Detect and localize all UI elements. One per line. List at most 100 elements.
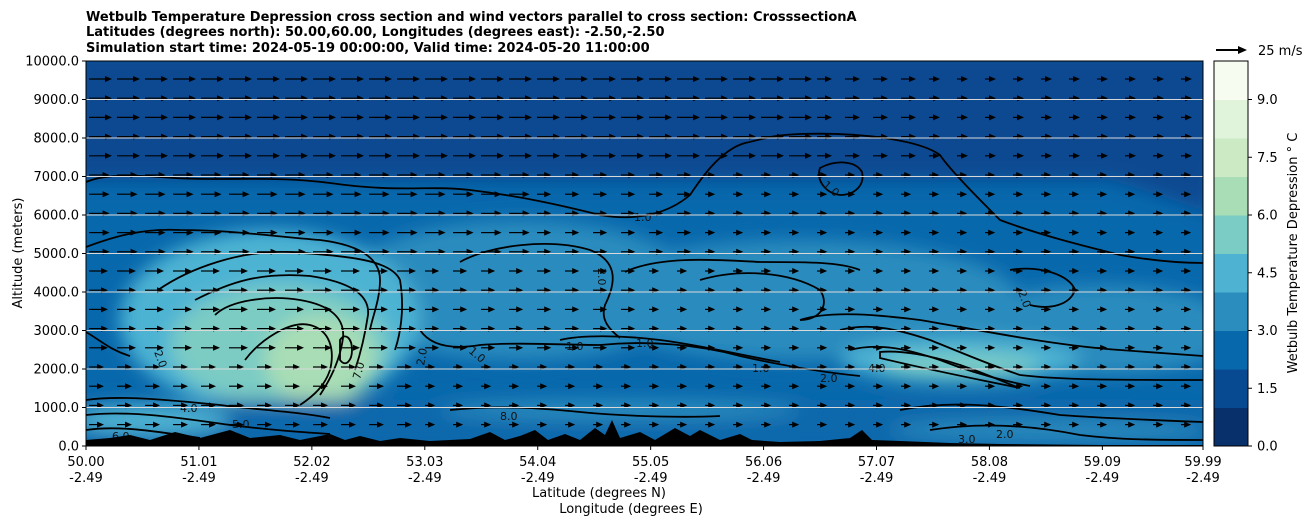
wind-vector-head	[1016, 268, 1024, 274]
contour-line	[699, 272, 825, 321]
wind-vector-head	[637, 76, 644, 82]
wind-vector-head	[125, 421, 132, 428]
wind-vector-head	[325, 268, 332, 274]
colorbar-band	[1214, 61, 1248, 100]
wind-vector-head	[385, 152, 392, 159]
wind-vector-head	[377, 383, 384, 390]
wind-vector-head	[185, 306, 192, 313]
wind-vector-head	[432, 268, 440, 274]
wind-vector-head	[101, 268, 108, 274]
wind-vector-head	[988, 402, 996, 409]
wind-vector-head	[377, 402, 384, 409]
colorbar-tick-label: 4.5	[1257, 266, 1278, 281]
wind-vector-head	[656, 191, 664, 198]
wind-vector-head	[1072, 229, 1080, 236]
wind-vector-head	[349, 383, 356, 390]
wind-vector-head	[1101, 114, 1108, 121]
wind-vector-head	[1072, 344, 1080, 351]
wind-vector-head	[297, 268, 304, 274]
wind-vector-head	[181, 383, 188, 390]
colorbar-band	[1214, 99, 1248, 139]
wind-vector-head	[777, 114, 784, 121]
wind-vector-head	[133, 76, 140, 82]
wind-vector-head	[988, 421, 996, 428]
wind-vector-head	[544, 191, 552, 198]
wind-vector-head	[749, 76, 756, 82]
contour-label: 2.0	[414, 347, 430, 366]
wind-vector-head	[600, 268, 608, 274]
wind-vector-head	[217, 114, 224, 121]
wind-vector-head	[1184, 268, 1192, 274]
wind-vector-head	[544, 229, 552, 236]
wind-vector-head	[130, 229, 138, 236]
wind-vector-head	[488, 344, 496, 351]
wind-vector-head	[265, 402, 272, 409]
wind-vector-head	[237, 383, 244, 390]
x-tick-label-lat: 50.00	[67, 455, 104, 470]
wind-vector-head	[354, 191, 362, 198]
wind-vector-head	[525, 76, 532, 82]
wind-vector-head	[736, 383, 744, 390]
wind-vector-head	[680, 402, 688, 409]
wind-vector-head	[904, 191, 912, 198]
wind-vector-head	[749, 152, 756, 159]
quiver-key-arrowhead	[1238, 46, 1247, 54]
x-tick-label-lat: 58.08	[971, 455, 1008, 470]
wind-vector-head	[326, 191, 334, 198]
wind-vector-head	[129, 268, 136, 274]
wind-vector-head	[1128, 344, 1136, 351]
wind-vector-head	[960, 306, 968, 313]
wind-vector-head	[516, 306, 524, 313]
wind-vector-head	[1157, 114, 1164, 121]
y-tick-label: 7000.0	[34, 170, 80, 185]
wind-vector-head	[1128, 402, 1136, 409]
wind-vector-head	[158, 191, 166, 198]
wind-vector-head	[904, 229, 912, 236]
wind-vector-head	[628, 344, 636, 351]
wind-vector-head	[270, 191, 278, 198]
wind-vector-head	[572, 268, 580, 274]
wind-vector-head	[213, 344, 220, 351]
wind-vector-head	[1128, 191, 1136, 198]
colorbar-band	[1214, 369, 1248, 408]
wind-vector-head	[381, 268, 388, 274]
wind-vector-head	[600, 191, 608, 198]
wind-vector-head	[736, 421, 744, 428]
x-tick-label-lon: -2.49	[973, 471, 1007, 486]
wind-vector-head	[1016, 421, 1024, 428]
wind-vector-head	[153, 421, 160, 428]
wind-vector-head	[432, 344, 440, 351]
wind-vector-head	[572, 344, 580, 351]
contour-line	[86, 331, 131, 357]
wind-vector-head	[581, 152, 588, 159]
wind-vector-head	[484, 383, 492, 390]
wind-vector-head	[125, 383, 132, 390]
wind-vector-head	[961, 152, 968, 159]
wind-vector-head	[297, 344, 304, 351]
y-tick-label: 5000.0	[34, 247, 80, 262]
wind-vector-head	[382, 191, 390, 198]
wind-vector-head	[848, 421, 856, 428]
wind-vector-head	[405, 402, 412, 409]
wind-vector-head	[129, 344, 136, 351]
wind-vector-head	[157, 268, 164, 274]
wind-vector-head	[1073, 152, 1080, 159]
wind-vector-head	[105, 76, 112, 82]
wind-vector-head	[652, 344, 660, 351]
contour-line	[339, 335, 353, 365]
wind-vector-head	[497, 114, 504, 121]
wind-vector-head	[665, 152, 672, 159]
wind-vector-head	[932, 191, 940, 198]
wind-vector-head	[708, 344, 716, 351]
contour-line	[559, 335, 781, 363]
wind-vector-head	[1184, 344, 1192, 351]
wind-vector-head	[596, 421, 604, 428]
wind-vector-head	[876, 191, 884, 198]
colorbar-band	[1214, 138, 1248, 177]
wind-vector-head	[572, 191, 580, 198]
x-axis-label-longitude: Longitude (degrees E)	[559, 502, 703, 517]
wind-vector-head	[708, 268, 716, 274]
wind-vector-head	[1044, 421, 1052, 428]
x-tick-label-lon: -2.49	[860, 471, 894, 486]
wind-vector-head	[708, 191, 716, 198]
